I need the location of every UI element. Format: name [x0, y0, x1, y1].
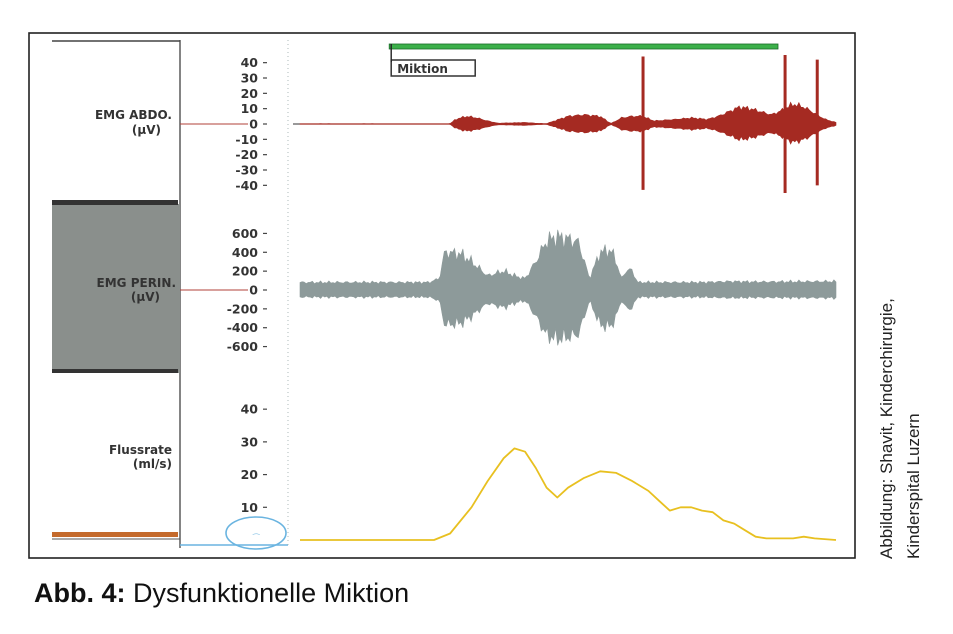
abdo-envelope — [299, 101, 837, 145]
miktion-annotation: Miktion — [388, 43, 779, 77]
abdo-tick-label: -40 — [235, 178, 258, 193]
abdo-tick-label: 0 — [249, 117, 258, 132]
perin-tick-label: -400 — [227, 320, 259, 335]
flow-tick-label: 20 — [241, 467, 259, 482]
origin-dot: ⁀ — [252, 533, 260, 543]
caption-label: Abb. 4: — [34, 578, 126, 608]
flow-tick-label: 40 — [241, 402, 259, 417]
abdo-tick-label: 30 — [241, 71, 259, 86]
perin-signal — [299, 229, 837, 346]
figure-caption: Abb. 4: Dysfunktionelle Miktion — [34, 578, 409, 609]
abdo-label: EMG ABDO. — [95, 108, 172, 122]
perin-tick-label: 200 — [232, 264, 258, 279]
flow-tick-label: 30 — [241, 434, 259, 449]
perin-panel-block — [52, 204, 180, 373]
abdo-tick-label: 10 — [241, 101, 259, 116]
image-credit-line1: Abbildung: Shavit, Kinderchirurgie, — [877, 298, 896, 559]
perin-tick-label: 0 — [249, 283, 258, 298]
caption-text: Dysfunktionelle Miktion — [133, 578, 410, 608]
abdo-signal — [293, 55, 837, 193]
flow-unit: (ml/s) — [133, 457, 172, 471]
perin-tick-label: 400 — [232, 245, 258, 260]
perin-axis: -600 -400 -200 0 200 400 600 — [180, 226, 267, 354]
perin-label: EMG PERIN. — [97, 276, 176, 290]
perin-envelope — [299, 229, 837, 346]
flow-label: Flussrate — [109, 443, 172, 457]
miktion-bar — [388, 43, 779, 50]
label-panel — [52, 40, 289, 548]
flow-line — [300, 447, 837, 541]
image-credit-line2: Kinderspital Luzern — [904, 413, 923, 559]
origin-marker — [225, 516, 287, 550]
abdo-tick-label: -30 — [235, 163, 258, 178]
flow-signal — [300, 447, 837, 541]
perin-tick-label: 600 — [232, 226, 258, 241]
perin-tick-label: -200 — [227, 301, 259, 316]
miktion-label: Miktion — [397, 62, 448, 76]
flow-tick-label: 10 — [241, 500, 259, 515]
miktion-label-box — [390, 59, 476, 77]
abdo-unit: (µV) — [132, 123, 161, 137]
perin-unit: (µV) — [131, 290, 160, 304]
abdo-tick-label: 40 — [241, 55, 259, 70]
perin-tick-label: -600 — [227, 339, 259, 354]
flow-panel-marker — [52, 532, 178, 537]
abdo-tick-label: 20 — [241, 86, 259, 101]
abdo-tick-label: -20 — [235, 147, 258, 162]
flow-axis: 10 20 30 40 — [241, 402, 267, 515]
abdo-tick-label: -10 — [235, 132, 258, 147]
